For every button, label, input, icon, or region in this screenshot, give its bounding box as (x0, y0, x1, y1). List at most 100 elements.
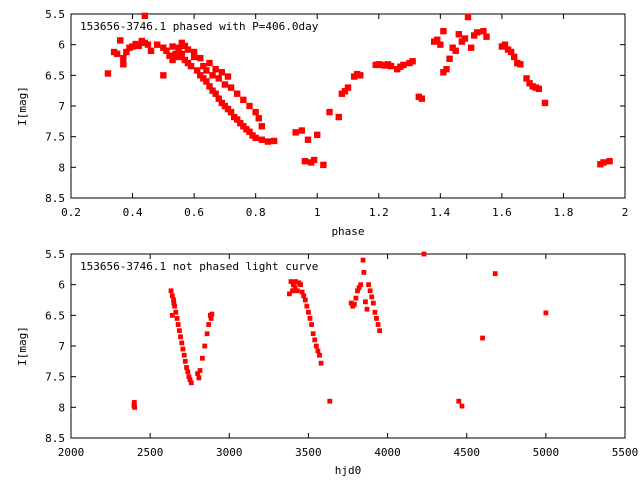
data-point (175, 44, 182, 51)
data-point (175, 322, 181, 327)
data-point (174, 316, 180, 321)
data-point (366, 282, 371, 288)
data-point (169, 56, 176, 64)
data-point (317, 352, 322, 358)
x-tick-label: 5500 (612, 446, 639, 459)
data-point (204, 331, 210, 337)
data-point (370, 300, 376, 306)
y-axis-label: I[mag] (16, 86, 29, 126)
data-point (141, 12, 149, 20)
data-point (467, 44, 475, 51)
data-point (455, 31, 462, 38)
data-point (171, 300, 177, 306)
data-point (294, 288, 300, 294)
data-point (169, 293, 175, 299)
data-point (437, 41, 444, 48)
data-point (288, 279, 294, 284)
data-point (177, 328, 182, 334)
x-tick-label: 0.2 (61, 206, 81, 219)
data-point (212, 66, 219, 73)
data-point (172, 303, 178, 309)
data-point (197, 368, 203, 373)
data-point (314, 131, 321, 139)
data-point (315, 348, 321, 354)
data-point (195, 371, 201, 376)
data-point (224, 73, 232, 80)
y-tick-label: 6.5 (45, 309, 65, 322)
data-point (186, 374, 192, 380)
data-point (307, 316, 313, 321)
data-point (367, 288, 373, 294)
data-point (446, 55, 453, 62)
data-point (313, 343, 319, 349)
data-point (221, 81, 229, 88)
data-point (523, 75, 530, 82)
data-point (456, 398, 462, 404)
y-tick-label: 7 (58, 340, 65, 353)
data-point (355, 288, 360, 294)
data-point (135, 42, 142, 50)
data-point (123, 48, 130, 56)
x-tick-label: 1 (314, 206, 321, 219)
x-tick-label: 1.2 (369, 206, 389, 219)
data-point (409, 58, 416, 65)
data-point (264, 138, 272, 145)
data-point (166, 52, 173, 59)
x-tick-label: 1.4 (430, 206, 450, 219)
phased-plot-panel: 153656-3746.1 phased with P=406.0day pha… (16, 8, 628, 238)
data-point (341, 88, 349, 95)
data-point (464, 13, 472, 21)
x-tick-label: 0.4 (123, 206, 143, 219)
data-points (131, 251, 549, 410)
y-tick-label: 5.5 (45, 248, 65, 261)
data-point (203, 67, 210, 74)
data-point (258, 123, 266, 130)
data-point (606, 158, 613, 165)
data-point (443, 66, 450, 73)
data-point (290, 288, 295, 294)
data-point (511, 53, 518, 61)
data-point (169, 312, 175, 318)
x-tick-label: 2500 (137, 446, 164, 459)
data-point (182, 358, 188, 364)
data-point (197, 54, 204, 62)
y-tick-label: 8 (58, 401, 65, 414)
data-point (298, 282, 303, 288)
data-point (104, 70, 112, 77)
x-tick-label: 3000 (216, 446, 243, 459)
data-point (372, 309, 378, 315)
data-point (255, 115, 262, 122)
data-point (178, 334, 183, 340)
data-point (190, 53, 198, 61)
data-point (203, 78, 210, 85)
data-point (212, 90, 219, 97)
data-point (421, 251, 427, 257)
chart-title: 153656-3746.1 not phased light curve (80, 260, 318, 273)
raw-light-curve-panel: 153656-3746.1 not phased light curve hjd… (16, 248, 638, 477)
data-point (357, 72, 364, 79)
data-point (258, 136, 266, 143)
data-point (163, 47, 170, 54)
data-point (181, 352, 187, 358)
data-point (184, 46, 192, 53)
data-point (190, 48, 198, 56)
data-point (344, 84, 352, 91)
x-tick-label: 2 (622, 206, 629, 219)
data-point (209, 72, 216, 79)
data-point (113, 50, 121, 58)
data-point (199, 355, 205, 361)
axis-ticks: 0.2 0.4 0.6 0.8 1 1.2 1.4 1.6 1.8 2 5.5 6 6.5 7 7.5 8 8.… (45, 8, 628, 219)
data-point (234, 116, 241, 123)
data-point (369, 294, 375, 300)
data-point (188, 380, 194, 386)
data-point (434, 36, 441, 43)
data-point (218, 69, 226, 76)
data-point (173, 309, 179, 315)
data-point (131, 400, 137, 405)
x-axis-label: phase (331, 225, 364, 238)
data-point (292, 129, 299, 136)
data-point (600, 159, 607, 166)
data-point (320, 161, 327, 169)
data-point (318, 360, 324, 366)
